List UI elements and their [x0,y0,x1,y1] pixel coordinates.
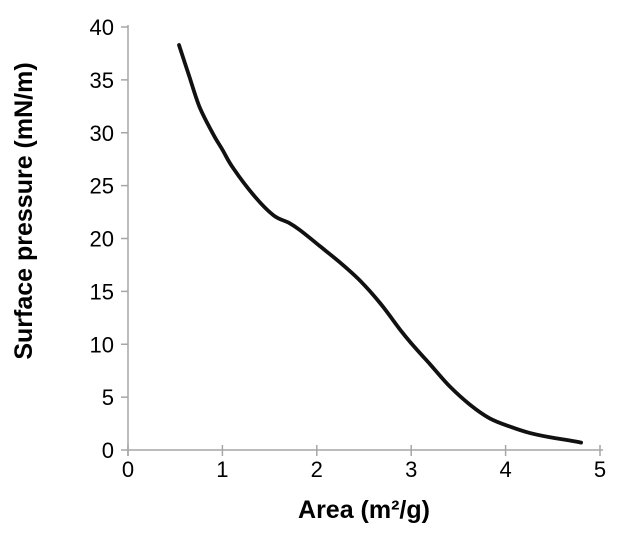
y-tick-label: 0 [102,438,114,463]
y-tick-label: 20 [90,227,114,252]
x-tick-label: 5 [594,457,606,482]
x-tick-label: 4 [499,457,511,482]
y-tick-label: 10 [90,332,114,357]
data-curve [177,43,583,445]
x-axis-title: Area (m²/g) [298,496,430,524]
x-tick-label: 0 [122,457,134,482]
x-tick-label: 3 [405,457,417,482]
x-tick-label: 2 [311,457,323,482]
y-tick-label: 25 [90,174,114,199]
y-tick-label: 15 [90,279,114,304]
y-tick-label: 35 [90,68,114,93]
x-tick-label: 1 [216,457,228,482]
y-tick-label: 30 [90,121,114,146]
y-tick-label: 40 [90,15,114,40]
y-tick-label: 5 [102,385,114,410]
